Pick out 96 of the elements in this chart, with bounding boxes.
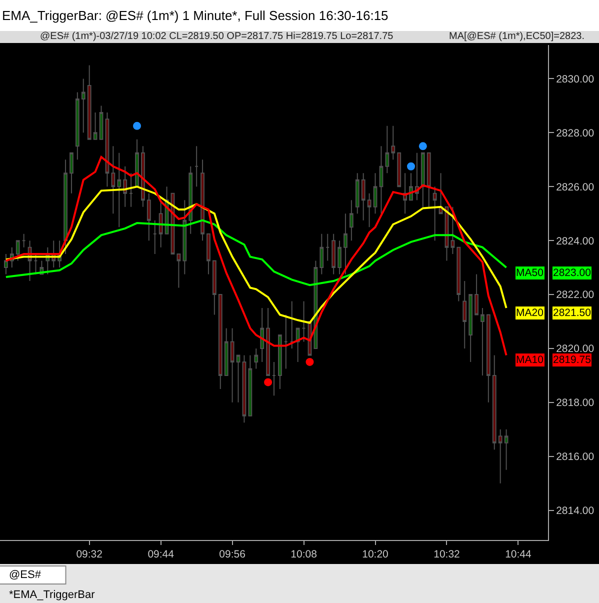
candlestick (278, 334, 282, 390)
y-tick-label: 2820.00 (556, 343, 594, 356)
candlestick (355, 172, 360, 214)
candlestick (480, 308, 484, 376)
candlestick (391, 125, 396, 160)
x-tick-label: 10:20 (362, 548, 389, 561)
candlestick (22, 233, 26, 248)
candlestick (420, 152, 425, 208)
candlestick (141, 146, 145, 208)
y-tick-label: 2830.00 (556, 73, 594, 86)
candlestick (266, 308, 270, 376)
candlestick (361, 172, 366, 221)
candlestick (462, 280, 467, 349)
candlestick (397, 152, 402, 188)
candlestick (474, 274, 478, 316)
candlestick (111, 146, 116, 214)
candlestick (99, 105, 104, 140)
candlestick (194, 146, 199, 188)
candlestick (93, 112, 98, 140)
y-tick-label: 2822.00 (556, 289, 594, 302)
candlestick (129, 172, 133, 208)
candlestick (254, 348, 258, 370)
candlestick (456, 246, 461, 302)
candlestick (326, 233, 330, 262)
legend-label: MA20 (516, 307, 544, 319)
candlestick (176, 254, 181, 288)
candlestick (206, 233, 210, 275)
candlestick (218, 294, 222, 390)
candlestick (450, 206, 455, 255)
y-tick-label: 2824.00 (556, 235, 594, 248)
candlestick (248, 354, 252, 416)
candlestick (432, 186, 437, 242)
candlestick (224, 328, 228, 376)
candlestick (16, 240, 20, 262)
candlestick (272, 361, 276, 396)
candlestick (64, 159, 68, 255)
candlestick (492, 354, 496, 450)
candlestick (70, 152, 74, 194)
candlestick (260, 308, 264, 362)
x-tick-label: 09:44 (148, 548, 174, 561)
candlestick (182, 200, 187, 275)
candlestick (146, 192, 151, 242)
y-tick-label: 2828.00 (556, 127, 594, 140)
candlestick (236, 354, 240, 403)
y-tick-label: 2814.00 (556, 505, 594, 518)
x-tick-label: 09:56 (219, 548, 246, 561)
y-tick-label: 2826.00 (556, 181, 594, 194)
legend-label: MA50 (516, 267, 544, 279)
text: 2823.00 (553, 267, 592, 279)
candlestick (123, 166, 128, 208)
y-tick-label: 2816.00 (556, 451, 594, 464)
candlestick (498, 428, 502, 484)
candlestick (504, 428, 508, 470)
candlestick (152, 220, 157, 255)
candlestick (385, 125, 390, 174)
candlestick (284, 314, 288, 370)
x-tick-label: 10:44 (505, 548, 532, 561)
candlestick (344, 213, 348, 275)
candlestick (290, 300, 294, 349)
candlestick (75, 92, 80, 160)
text: 2819.75 (553, 354, 592, 366)
candlestick (468, 294, 473, 362)
candlestick (87, 64, 92, 140)
chart-title: EMA_TriggerBar: @ES# (1m*) 1 Minute*, Full Session 16:30-16:15 (2, 8, 388, 23)
candlestick (4, 254, 8, 275)
candlestick (242, 354, 246, 424)
candlestick (200, 159, 204, 242)
candlestick (296, 328, 300, 362)
candlestick (34, 254, 38, 275)
candlestick (212, 260, 216, 316)
candlestick (403, 172, 407, 214)
candlestick (230, 328, 234, 403)
legend-label: MA10 (516, 354, 544, 366)
text: *EMA_TriggerBar (9, 589, 96, 601)
candlestick (338, 240, 342, 275)
candlestick (320, 233, 324, 275)
x-tick-label: 10:08 (290, 548, 318, 561)
x-tick-label: 09:32 (76, 548, 103, 561)
x-tick-label: 10:32 (434, 548, 460, 561)
candlestick (117, 152, 122, 228)
candlestick (373, 172, 378, 214)
candlestick (81, 78, 86, 134)
candlestick (302, 300, 306, 342)
candlestick (349, 200, 354, 242)
candlestick (438, 172, 443, 214)
candlestick (426, 152, 431, 208)
candlestick (379, 146, 384, 214)
text: @ES# (1m*)-03/27/19 10:02 CL=2819.50 OP=2817.75 Hi=2819.75 Lo=2817.75 (40, 31, 394, 42)
text: MA[@ES# (1m*),EC50]=2823. (449, 31, 584, 42)
candlestick (367, 192, 372, 228)
candlestick (332, 233, 336, 275)
y-tick-label: 2818.00 (556, 397, 594, 410)
candlestick (486, 314, 490, 403)
candlestick (135, 138, 139, 188)
text: @ES# (9, 569, 42, 581)
text: 2821.50 (553, 307, 592, 319)
